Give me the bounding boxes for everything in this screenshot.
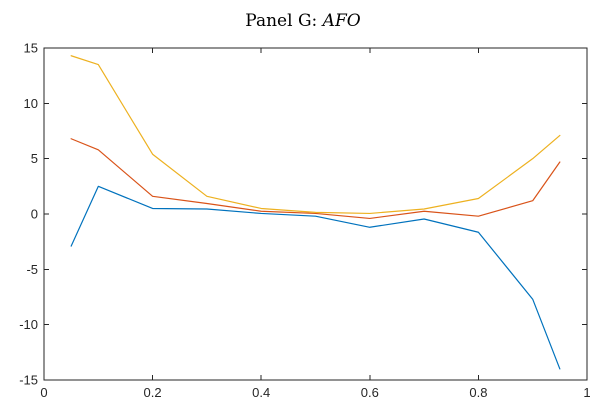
y-tick-label: 5 xyxy=(31,151,38,166)
x-tick-label: 1 xyxy=(583,385,590,400)
chart-title: Panel G: AFO xyxy=(245,11,360,31)
y-tick-label: 15 xyxy=(24,41,38,56)
series-line-2 xyxy=(70,138,561,220)
y-tick-label: -5 xyxy=(26,262,38,277)
x-tick-label: 0.6 xyxy=(361,385,379,400)
series-line-1 xyxy=(70,185,561,370)
y-tick-label: -15 xyxy=(19,373,38,388)
chart-title-prefix: Panel G: xyxy=(245,11,322,31)
chart-title-emphasis: AFO xyxy=(321,11,361,31)
y-tick-label: -10 xyxy=(19,317,38,332)
x-tick-label: 0 xyxy=(40,385,47,400)
x-tick-label: 0.8 xyxy=(469,385,487,400)
plot-area xyxy=(70,55,561,370)
series-line-3 xyxy=(70,55,561,215)
x-tick-label: 0.4 xyxy=(252,385,270,400)
x-tick-label: 0.2 xyxy=(144,385,162,400)
axes: 0 0.2 0.4 0.6 0.8 1 15 10 5 0 -5 -10 -15 xyxy=(19,41,590,401)
y-tick-label: 0 xyxy=(31,207,38,222)
y-tick-label: 10 xyxy=(24,96,38,111)
